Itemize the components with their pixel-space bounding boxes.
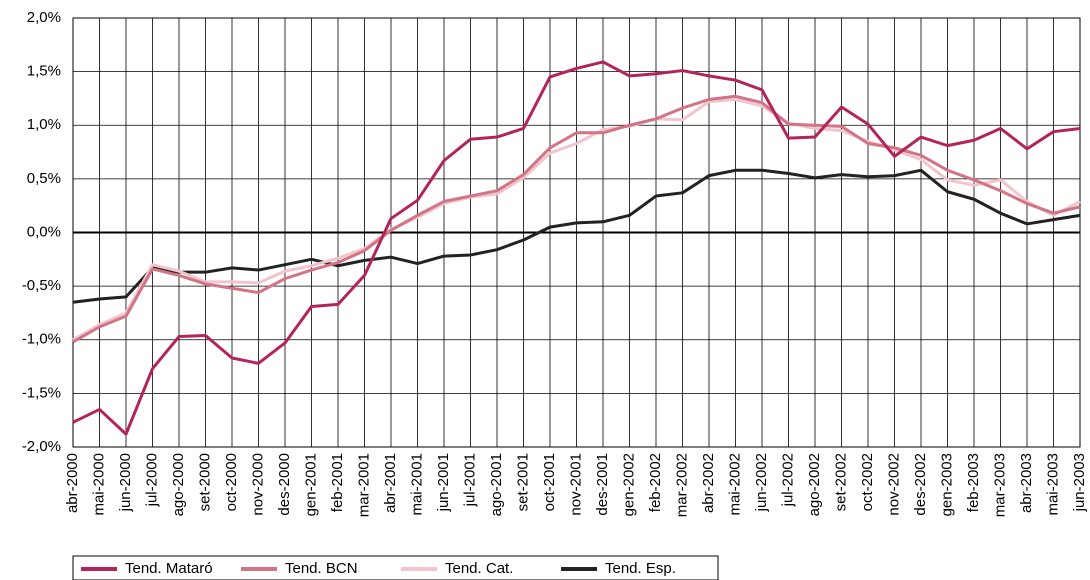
x-tick-label: set-2001: [514, 453, 531, 511]
x-tick-label: abr-2000: [64, 453, 81, 513]
y-tick-label: 2,0%: [27, 9, 61, 26]
x-tick-label: mai-2001: [408, 453, 425, 516]
x-tick-label: abr-2002: [700, 453, 717, 513]
x-tick-label: oct-2001: [541, 453, 558, 511]
x-tick-label: oct-2000: [223, 453, 240, 511]
x-tick-label: jun-2002: [753, 453, 770, 512]
y-tick-label: 1,5%: [27, 63, 61, 80]
x-tick-label: mar-2002: [673, 453, 690, 517]
x-tick-label: des-2001: [594, 453, 611, 516]
x-tick-label: abr-2001: [382, 453, 399, 513]
series-line: [72, 94, 1081, 344]
y-tick-label: 0,5%: [27, 170, 61, 187]
y-tick-label: 1,0%: [27, 116, 61, 133]
x-tick-label: jun-2003: [1071, 453, 1088, 512]
x-tick-label: nov-2000: [249, 453, 266, 516]
x-tick-label: feb-2003: [965, 453, 982, 512]
x-tick-label: jul-2000: [143, 453, 160, 507]
x-tick-label: feb-2002: [647, 453, 664, 512]
x-tick-label: mar-2003: [991, 453, 1008, 517]
y-tick-label: 0,0%: [27, 223, 61, 240]
x-tick-label: set-2000: [196, 453, 213, 511]
x-tick-label: jun-2001: [435, 453, 452, 512]
x-tick-label: mar-2001: [355, 453, 372, 517]
x-tick-label: ago-2000: [170, 453, 187, 516]
x-tick-label: nov-2002: [885, 453, 902, 516]
x-tick-label: mai-2000: [90, 453, 107, 516]
x-tick-label: mai-2002: [726, 453, 743, 516]
series-line: [72, 98, 1081, 342]
x-tick-label: gen-2003: [938, 453, 955, 516]
x-tick-label: oct-2002: [859, 453, 876, 511]
legend-label: Tend. Cat.: [445, 560, 513, 577]
x-tick-label: feb-2001: [329, 453, 346, 512]
x-tick-label: ago-2001: [488, 453, 505, 516]
y-tick-label: -1,0%: [22, 331, 61, 348]
x-tick-label: ago-2002: [806, 453, 823, 516]
series-line: [72, 60, 1081, 436]
legend-box: [72, 555, 719, 580]
x-tick-label: gen-2002: [620, 453, 637, 516]
y-tick-label: -2,0%: [22, 438, 61, 455]
x-tick-label: des-2000: [276, 453, 293, 516]
x-tick-label: jun-2000: [117, 453, 134, 512]
legend-label: Tend. Mataró: [125, 560, 213, 577]
y-tick-label: -0,5%: [22, 277, 61, 294]
x-tick-label: nov-2001: [567, 453, 584, 516]
x-tick-label: des-2002: [912, 453, 929, 516]
series-line: [72, 168, 1081, 304]
x-tick-label: jul-2002: [779, 453, 796, 507]
x-tick-label: gen-2001: [302, 453, 319, 516]
x-tick-label: set-2002: [832, 453, 849, 511]
x-tick-label: jul-2001: [461, 453, 478, 507]
x-tick-label: abr-2003: [1018, 453, 1035, 513]
x-tick-label: mai-2003: [1044, 453, 1061, 516]
y-tick-label: -1,5%: [22, 384, 61, 401]
legend-label: Tend. Esp.: [605, 560, 676, 577]
legend-label: Tend. BCN: [285, 560, 358, 577]
